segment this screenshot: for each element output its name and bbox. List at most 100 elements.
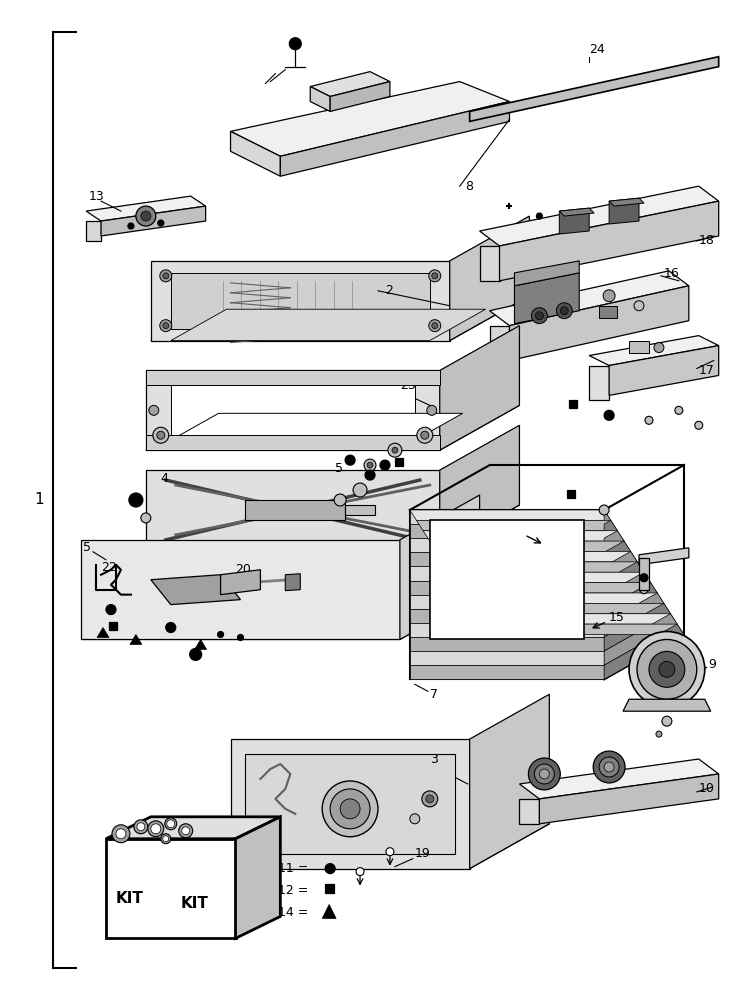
Circle shape	[112, 825, 130, 843]
Polygon shape	[480, 246, 499, 281]
Polygon shape	[443, 562, 644, 572]
Text: 13: 13	[89, 190, 105, 203]
Circle shape	[417, 427, 433, 443]
Polygon shape	[310, 72, 390, 97]
Polygon shape	[81, 540, 400, 639]
Polygon shape	[609, 346, 719, 395]
Polygon shape	[519, 759, 719, 799]
Text: 23: 23	[400, 379, 416, 392]
Circle shape	[137, 823, 145, 831]
Circle shape	[182, 827, 190, 835]
Circle shape	[364, 459, 376, 471]
Polygon shape	[639, 558, 649, 590]
Polygon shape	[151, 296, 530, 341]
Circle shape	[432, 323, 437, 329]
Polygon shape	[469, 57, 719, 121]
Circle shape	[557, 303, 572, 319]
Polygon shape	[410, 637, 604, 651]
Circle shape	[675, 406, 683, 414]
Text: 11 =: 11 =	[278, 862, 309, 875]
Polygon shape	[171, 413, 463, 440]
Circle shape	[426, 795, 434, 803]
Text: 1: 1	[34, 492, 44, 508]
Polygon shape	[589, 366, 609, 400]
Circle shape	[161, 834, 171, 844]
Circle shape	[604, 410, 614, 420]
Circle shape	[629, 632, 705, 707]
Circle shape	[422, 791, 437, 807]
Polygon shape	[410, 665, 604, 679]
Polygon shape	[81, 595, 480, 639]
Circle shape	[153, 427, 169, 443]
Polygon shape	[146, 435, 440, 450]
Text: 7: 7	[430, 688, 437, 701]
Polygon shape	[604, 603, 670, 651]
Circle shape	[365, 470, 375, 480]
Polygon shape	[469, 603, 670, 614]
Polygon shape	[559, 208, 594, 216]
Circle shape	[136, 206, 155, 226]
Polygon shape	[410, 510, 611, 520]
Polygon shape	[604, 510, 611, 524]
Text: 18: 18	[699, 234, 715, 247]
Circle shape	[640, 574, 648, 582]
Circle shape	[237, 634, 243, 640]
Circle shape	[695, 421, 703, 429]
Polygon shape	[410, 651, 604, 665]
Circle shape	[163, 273, 169, 279]
Text: 24: 24	[589, 43, 605, 56]
Circle shape	[158, 220, 164, 226]
Polygon shape	[514, 261, 580, 286]
Bar	[325, 884, 334, 893]
Circle shape	[141, 211, 151, 221]
Circle shape	[179, 824, 193, 838]
Bar	[109, 622, 117, 630]
Circle shape	[325, 864, 335, 874]
Circle shape	[340, 799, 360, 819]
Polygon shape	[322, 904, 336, 918]
Polygon shape	[510, 286, 689, 361]
Circle shape	[386, 848, 394, 856]
Polygon shape	[171, 380, 415, 440]
Polygon shape	[171, 309, 486, 341]
Polygon shape	[231, 739, 469, 869]
Bar	[569, 400, 577, 408]
Polygon shape	[86, 196, 205, 221]
Polygon shape	[101, 206, 205, 236]
Text: b: b	[513, 520, 527, 539]
Circle shape	[410, 814, 420, 824]
Polygon shape	[437, 551, 638, 562]
Text: 2: 2	[385, 284, 393, 297]
Polygon shape	[236, 817, 280, 938]
Circle shape	[160, 320, 172, 332]
Circle shape	[536, 213, 542, 219]
Circle shape	[330, 789, 370, 829]
Circle shape	[659, 661, 675, 677]
Circle shape	[148, 821, 164, 837]
Circle shape	[528, 758, 560, 790]
Circle shape	[166, 623, 176, 633]
Polygon shape	[231, 824, 549, 869]
Polygon shape	[151, 575, 240, 605]
Polygon shape	[417, 520, 618, 531]
Polygon shape	[483, 624, 684, 634]
Polygon shape	[410, 552, 604, 566]
Circle shape	[539, 769, 549, 779]
Polygon shape	[609, 198, 644, 206]
Circle shape	[593, 751, 625, 783]
Text: 22: 22	[101, 561, 117, 574]
Polygon shape	[539, 774, 719, 824]
Circle shape	[599, 757, 619, 777]
Text: 3: 3	[430, 753, 437, 766]
Text: 20: 20	[236, 563, 251, 576]
Circle shape	[640, 586, 648, 594]
Circle shape	[645, 416, 653, 424]
Polygon shape	[410, 524, 604, 538]
Polygon shape	[231, 131, 280, 176]
Polygon shape	[146, 370, 440, 385]
Circle shape	[151, 824, 161, 834]
Circle shape	[367, 462, 373, 468]
Polygon shape	[430, 541, 631, 551]
Circle shape	[560, 307, 568, 315]
Polygon shape	[476, 614, 677, 624]
